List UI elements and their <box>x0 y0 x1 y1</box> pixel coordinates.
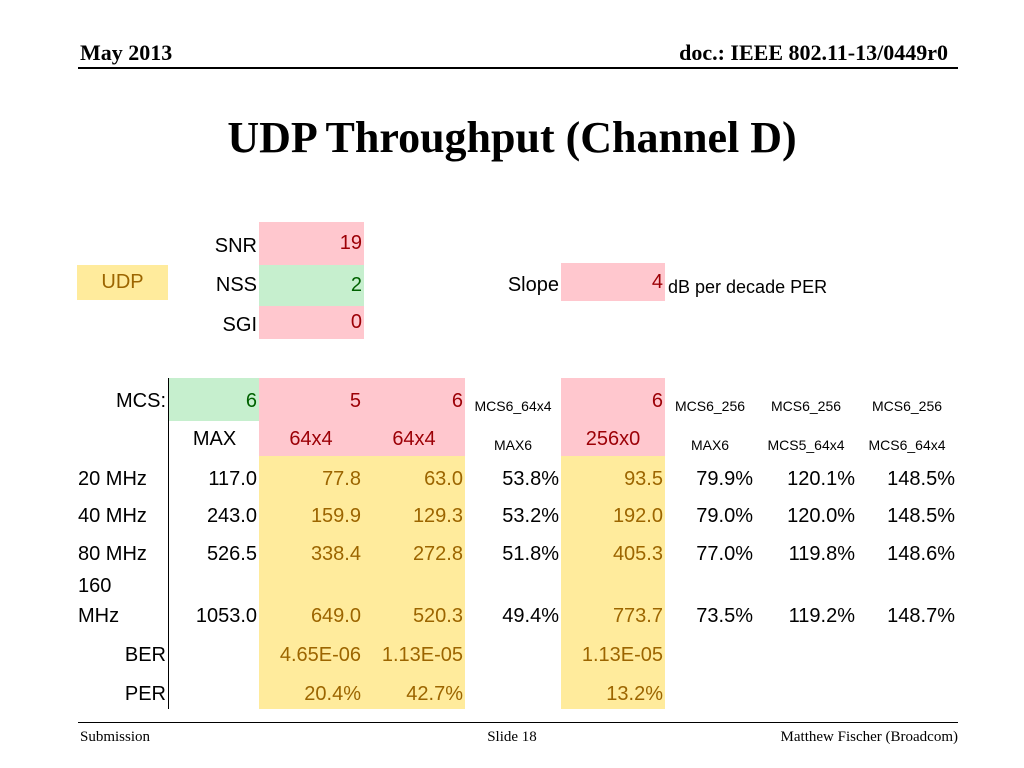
row-cell: 120.0% <box>787 504 855 527</box>
row-cell: 120.1% <box>787 467 855 490</box>
slope-unit: dB per decade PER <box>668 276 828 297</box>
per-cell: 42.7% <box>406 682 463 705</box>
row-cell: 53.2% <box>502 504 559 527</box>
header-date: May 2013 <box>80 40 173 65</box>
row-label: 40 MHz <box>78 504 147 527</box>
sub-cell-4: MAX6 <box>493 437 533 453</box>
row-cell: 338.4 <box>310 542 361 565</box>
mcs-max-highlight <box>169 378 259 421</box>
row-cell: 73.5% <box>696 604 753 627</box>
row-cell: 526.5 <box>206 542 257 565</box>
row-label-line1: 160 <box>78 574 112 597</box>
row-cell: 148.5% <box>887 504 955 527</box>
yellow-block-2 <box>561 456 665 709</box>
footer-rule <box>78 722 958 723</box>
mcs-cell-5: 6 <box>651 389 663 412</box>
sub-cell-7: MCS5_64x4 <box>767 437 845 453</box>
slope-label: Slope <box>507 273 559 296</box>
row-cell: 148.7% <box>887 604 955 627</box>
per-cell: 20.4% <box>304 682 361 705</box>
sub-cell-2: 64x4 <box>289 427 333 450</box>
footer-left: Submission <box>80 729 151 745</box>
row-cell: 63.0 <box>424 467 463 490</box>
row-cell: 148.5% <box>887 467 955 490</box>
sub-cell-8: MCS6_64x4 <box>868 437 946 453</box>
mcs-cell-6: MCS6_256 <box>674 398 746 414</box>
row-cell: 79.0% <box>696 504 753 527</box>
mcs-256-pink-block <box>561 378 665 456</box>
row-label-line2: MHz <box>78 604 120 627</box>
sgi-value: 0 <box>259 306 364 339</box>
sub-cell-5: 256x0 <box>585 427 641 450</box>
row-label: 80 MHz <box>78 542 147 565</box>
snr-label: SNR <box>214 234 257 257</box>
row-cell: 520.3 <box>412 604 463 627</box>
row-cell: 49.4% <box>502 604 559 627</box>
table-divider <box>168 378 169 709</box>
row-cell: 93.5 <box>624 467 663 490</box>
row-cell: 649.0 <box>310 604 361 627</box>
row-cell: 79.9% <box>696 467 753 490</box>
row-cell: 272.8 <box>412 542 463 565</box>
row-label: 20 MHz <box>78 467 147 490</box>
row-cell: 148.6% <box>887 542 955 565</box>
yellow-block-1 <box>259 456 465 709</box>
ber-label: BER <box>124 643 166 666</box>
per-label: PER <box>124 682 166 705</box>
ber-cell: 4.65E-06 <box>279 643 361 666</box>
mcs-label: MCS: <box>116 389 166 412</box>
mcs-cell-8: MCS6_256 <box>871 398 943 414</box>
row-cell: 119.2% <box>788 604 855 627</box>
row-cell: 51.8% <box>502 542 559 565</box>
row-cell: 129.3 <box>412 504 463 527</box>
header-rule <box>78 67 958 69</box>
mcs-cell-7: MCS6_256 <box>770 398 842 414</box>
footer-slide-number: Slide 18 <box>487 729 537 745</box>
row-cell: 159.9 <box>310 504 361 527</box>
row-cell: 117.0 <box>208 467 257 490</box>
ber-cell: 1.13E-05 <box>381 643 463 666</box>
row-cell: 405.3 <box>612 542 663 565</box>
mcs-cell-4: MCS6_64x4 <box>474 398 552 414</box>
snr-value: 19 <box>259 222 364 265</box>
row-cell: 53.8% <box>502 467 559 490</box>
ber-cell: 1.13E-05 <box>581 643 663 666</box>
mcs-pink-block <box>259 378 465 456</box>
slope-value: 4 <box>561 263 665 301</box>
row-cell: 192.0 <box>612 504 663 527</box>
slide-title: UDP Throughput (Channel D) <box>227 113 797 162</box>
row-cell: 243.0 <box>206 504 257 527</box>
per-cell: 13.2% <box>606 682 663 705</box>
sub-cell-1: MAX <box>192 427 237 450</box>
sub-cell-3: 64x4 <box>392 427 436 450</box>
row-cell: 77.8 <box>322 467 361 490</box>
row-cell: 773.7 <box>612 604 663 627</box>
udp-label: UDP <box>77 265 168 300</box>
mcs-cell-1: 6 <box>245 389 257 412</box>
sub-cell-6: MAX6 <box>690 437 730 453</box>
mcs-cell-3: 6 <box>451 389 463 412</box>
mcs-cell-2: 5 <box>349 389 361 412</box>
footer-author: Matthew Fischer (Broadcom) <box>780 729 958 745</box>
row-cell: 1053.0 <box>195 604 257 627</box>
row-cell: 77.0% <box>696 542 753 565</box>
row-cell: 119.8% <box>788 542 855 565</box>
nss-label: NSS <box>215 273 257 296</box>
header-doc-id: doc.: IEEE 802.11-13/0449r0 <box>679 40 948 65</box>
sgi-label: SGI <box>222 313 257 336</box>
nss-value: 2 <box>259 265 364 306</box>
